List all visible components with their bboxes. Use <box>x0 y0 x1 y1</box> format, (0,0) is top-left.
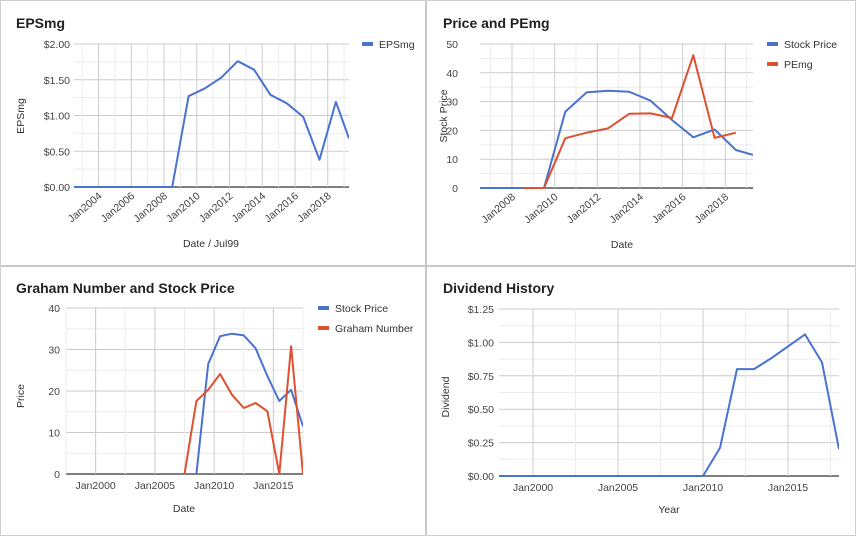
chart-panel-dividend: Dividend History $0.00 $0.25 $0.50 $0.75 $1.0… <box>427 267 856 536</box>
chart-svg-epsmg: EPSmg$0.00$0.50$1.00$1.50$2.00Jan2004Jan… <box>15 15 415 250</box>
x-tick-label: Jan2010 <box>164 190 203 225</box>
x-tick-label: Jan2010 <box>522 191 561 226</box>
y-axis-label: Price <box>15 384 27 408</box>
x-tick-label: Jan2015 <box>768 482 808 494</box>
legend-entry: EPSmg <box>379 39 415 51</box>
legend-entry: Graham Number <box>335 323 414 335</box>
legend-swatch <box>318 326 329 330</box>
legend-swatch <box>318 306 329 310</box>
y-tick-label: $0.50 <box>468 404 494 416</box>
y-tick-label: 40 <box>446 68 458 80</box>
y-tick-label: $1.50 <box>44 75 70 87</box>
chart-panel-price-pemg: Price and PEmg 0 10 20 30 40 50 Jan2008 Jan2010 J… <box>427 0 856 265</box>
chart-title: Dividend History <box>443 280 554 296</box>
x-tick-label: Jan2000 <box>513 482 553 494</box>
legend-swatch <box>362 42 373 46</box>
y-axis-label: EPSmg <box>15 98 27 134</box>
x-tick-label: Jan2014 <box>230 190 269 225</box>
x-tick-label: Jan2012 <box>565 191 604 226</box>
x-tick-label: Jan2010 <box>683 482 723 494</box>
chart-title: EPSmg <box>16 15 65 31</box>
x-axis-label: Date <box>173 503 195 515</box>
x-axis-label: Date <box>611 239 633 251</box>
legend-swatch <box>767 42 778 46</box>
x-tick-label: Jan2008 <box>131 190 170 225</box>
x-tick-label: Jan2018 <box>693 191 732 226</box>
y-tick-label: 30 <box>48 345 60 357</box>
x-tick-label: Jan2015 <box>253 480 293 492</box>
x-tick-label: Jan2018 <box>295 190 334 225</box>
y-tick-label: 50 <box>446 39 458 51</box>
chart-panel-graham: Graham Number and Stock Price 0 10 20 30 40 Ja… <box>0 267 425 536</box>
x-axis-label: Year <box>658 504 680 516</box>
x-tick-label: Jan2012 <box>197 190 236 225</box>
series-line-stock-price <box>195 332 303 475</box>
y-tick-label: 20 <box>446 125 458 137</box>
y-tick-label: $1.00 <box>44 111 70 123</box>
x-axis-label: Date / Jul99 <box>183 238 239 250</box>
x-tick-label: Jan2008 <box>479 191 518 226</box>
legend-swatch <box>767 62 778 66</box>
y-tick-label: 0 <box>54 469 60 481</box>
x-tick-label: Jan2010 <box>194 480 234 492</box>
y-tick-label: 30 <box>446 97 458 109</box>
x-tick-label: Jan2016 <box>262 190 301 225</box>
y-tick-label: 40 <box>48 303 60 315</box>
y-axis-label: Dividend <box>440 376 452 417</box>
legend-entry: Stock Price <box>784 39 837 51</box>
chart-title: Graham Number and Stock Price <box>16 280 235 296</box>
y-tick-label: $1.25 <box>468 304 494 316</box>
series-line-dividend <box>499 333 839 477</box>
chart-svg-graham: Graham Number and Stock Price 0 10 20 30 40 Ja… <box>15 280 414 515</box>
y-tick-label: 10 <box>48 428 60 440</box>
y-tick-label: $1.00 <box>468 337 494 349</box>
series-line-epsmg <box>74 60 349 188</box>
x-tick-label: Jan2006 <box>99 190 138 225</box>
legend-entry: Stock Price <box>335 303 388 315</box>
x-tick-label: Jan2005 <box>598 482 638 494</box>
y-tick-label: 10 <box>446 154 458 166</box>
y-tick-label: 0 <box>452 183 458 195</box>
legend-entry: PEmg <box>784 59 813 71</box>
y-tick-label: $2.00 <box>44 39 70 51</box>
x-tick-label: Jan2004 <box>66 190 105 225</box>
x-tick-label: Jan2014 <box>607 191 646 226</box>
chart-title: Price and PEmg <box>443 15 550 31</box>
chart-svg-dividend: Dividend History $0.00 $0.25 $0.50 $0.75 $1.0… <box>440 280 839 516</box>
y-tick-label: $0.50 <box>44 146 70 158</box>
y-tick-label: $0.75 <box>468 371 494 383</box>
panel-divider-horizontal <box>0 265 856 267</box>
x-tick-label: Jan2005 <box>135 480 175 492</box>
y-tick-label: $0.00 <box>468 471 494 483</box>
y-tick-label: $0.25 <box>468 438 494 450</box>
x-tick-label: Jan2000 <box>75 480 115 492</box>
y-tick-label: 20 <box>48 386 60 398</box>
x-tick-label: Jan2016 <box>650 191 689 226</box>
panel-divider-vertical <box>425 0 427 536</box>
y-axis-label: Stock Price <box>438 89 450 142</box>
series-line-graham-number <box>183 345 303 475</box>
series-line-pemg <box>522 54 737 189</box>
chart-panel-epsmg: EPSmg $0.00 $0.50 $1.00 $1.50 $2.00 Jan2004 Jan… <box>0 0 425 265</box>
y-tick-label: $0.00 <box>44 182 70 194</box>
